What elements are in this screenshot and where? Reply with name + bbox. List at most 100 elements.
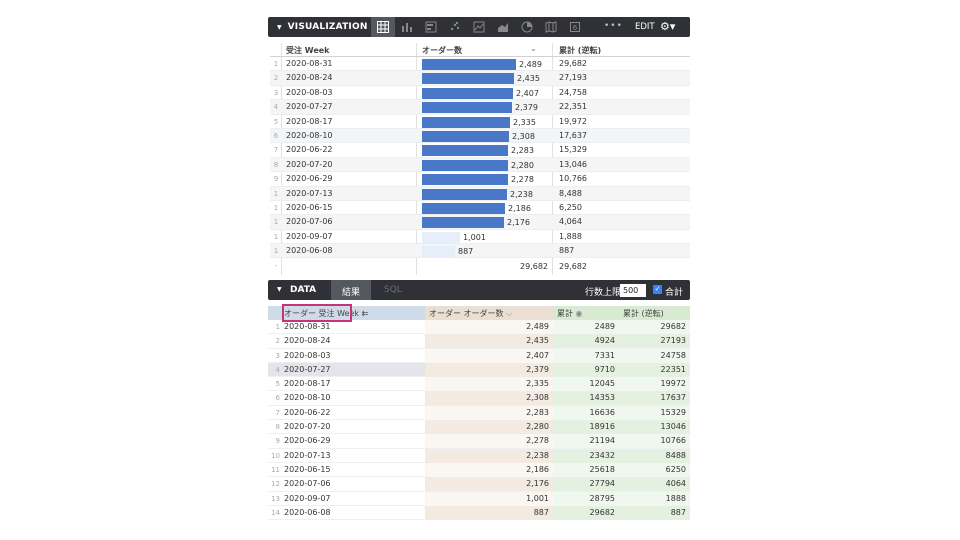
row-index: 1 [273, 218, 279, 227]
cell-cumulative: 8,488 [559, 188, 582, 198]
order-bar [422, 59, 516, 70]
tab-sql[interactable]: SQL [384, 285, 402, 295]
header-orders[interactable]: オーダー数 [422, 46, 462, 55]
cell-cumulative: 4924 [594, 336, 615, 346]
cell-reverse: 19972 [660, 379, 686, 389]
bar-label: 2,278 [511, 175, 534, 185]
table-row[interactable]: 11 2020-06-15 2,186 25618 6250 [268, 462, 690, 478]
cell-date: 2020-06-29 [284, 436, 331, 446]
table-row[interactable]: 10 2020-07-13 2,238 23432 8488 [268, 448, 690, 463]
table-row: 4 2020-07-27 2,379 22,351 [270, 100, 690, 115]
cell-date: 2020-07-06 [286, 217, 333, 227]
cell-reverse: 8488 [665, 450, 686, 460]
single-value-icon[interactable]: 6 [563, 17, 587, 37]
row-index: 1 [275, 323, 280, 331]
row-index: 6 [275, 394, 280, 403]
row-index: 14 [271, 508, 280, 517]
bar-label: 2,489 [519, 60, 542, 69]
table-row[interactable]: 14 2020-06-08 887 29682 887 [268, 505, 690, 521]
column-chart-icon[interactable] [395, 17, 419, 37]
gear-icon[interactable]: ⚙▾ [660, 20, 676, 33]
header-date-label: オーダー 受注 Week [284, 309, 360, 318]
row-index: 2 [275, 337, 280, 346]
row-index: 8 [275, 423, 280, 432]
chevron-down-icon[interactable]: ⌄ [530, 44, 537, 53]
row-index: 13 [271, 494, 280, 503]
table-row[interactable]: 12 2020-07-06 2,176 27794 4064 [268, 477, 690, 492]
eye-icon[interactable]: ◉ [575, 309, 583, 318]
row-index: 1 [273, 60, 279, 68]
bar-label: 2,379 [515, 103, 538, 113]
order-bar [422, 73, 514, 85]
cell-cumulative: 7331 [594, 350, 615, 360]
table-row[interactable]: 7 2020-06-22 2,283 16636 15329 [268, 405, 690, 421]
more-icon[interactable]: ••• [604, 21, 623, 31]
cell-date: 2020-06-15 [284, 464, 331, 474]
cell-cumulative: 22,351 [559, 102, 587, 112]
table-row[interactable]: 3 2020-08-03 2,407 7331 24758 [268, 348, 690, 363]
row-limit-input[interactable] [620, 284, 646, 297]
visualization-title: VISUALIZATION [287, 22, 368, 32]
header-date-dimension[interactable]: オーダー 受注 Week ⇇ [268, 306, 425, 320]
header-cumulative-calc[interactable]: 累計 ◉ [553, 306, 619, 320]
header-orders-measure[interactable]: オーダー オーダー数 ⌵ [425, 306, 553, 320]
cell-reverse: 10766 [660, 436, 686, 446]
cell-cumulative: 19,972 [559, 116, 587, 126]
chevron-down-icon[interactable]: ⌵ [506, 309, 513, 318]
table-row[interactable]: 9 2020-06-29 2,278 21194 10766 [268, 434, 690, 449]
table-row[interactable]: 8 2020-07-20 2,280 18916 13046 [268, 420, 690, 435]
cell-reverse: 1888 [665, 493, 686, 503]
table-row: 8 2020-07-20 2,280 13,046 [270, 157, 690, 173]
cell-cumulative: 24,758 [559, 87, 587, 97]
header-cumulative[interactable]: 累計 (逆転) [559, 46, 602, 55]
cell-date: 2020-08-31 [286, 59, 333, 68]
bar-label: 2,238 [510, 189, 533, 199]
cell-date: 2020-06-22 [286, 145, 333, 155]
edit-button[interactable]: EDIT [635, 22, 655, 32]
bar-label: 887 [458, 247, 474, 257]
map-icon[interactable] [539, 17, 563, 37]
order-bar [422, 246, 455, 258]
scatter-icon[interactable] [443, 17, 467, 37]
cell-reverse: 17637 [660, 393, 686, 403]
cell-reverse: 27193 [660, 336, 686, 346]
sort-icon[interactable]: ⇇ [361, 309, 369, 318]
totals-checkbox[interactable]: ✓ [653, 285, 662, 294]
collapse-caret-icon[interactable]: ▼ [277, 286, 282, 293]
order-bar [422, 188, 507, 200]
cell-date: 2020-06-29 [286, 174, 333, 184]
table-row[interactable]: 6 2020-08-10 2,308 14353 17637 [268, 391, 690, 406]
cell-cumulative: 887 [559, 246, 575, 256]
table-row: 6 2020-08-10 2,308 17,637 [270, 128, 690, 144]
row-index: 1 [273, 203, 279, 212]
cell-date: 2020-07-06 [284, 479, 331, 489]
data-toolbar: ▼ DATA 結果 SQL 行数上限 ✓ 合計 [268, 280, 690, 300]
row-index: 5 [275, 380, 280, 389]
cell-orders: 2,238 [526, 450, 549, 460]
table-row[interactable]: 4 2020-07-27 2,379 9710 22351 [268, 362, 690, 378]
cell-cumulative: 16636 [589, 407, 615, 417]
table-row[interactable]: 5 2020-08-17 2,335 12045 19972 [268, 377, 690, 392]
header-reverse-calc[interactable]: 累計 (逆転) [619, 306, 690, 320]
cell-reverse: 13046 [660, 422, 686, 432]
pie-chart-icon[interactable] [515, 17, 539, 37]
table-row[interactable]: 2 2020-08-24 2,435 4924 27193 [268, 334, 690, 349]
tab-results[interactable]: 結果 [331, 280, 371, 300]
cell-date: 2020-08-31 [284, 322, 331, 331]
cell-reverse: 29682 [660, 322, 686, 331]
table-row[interactable]: 1 2020-08-31 2,489 2489 29682 [268, 320, 690, 335]
line-chart-icon[interactable] [467, 17, 491, 37]
table-row: 3 2020-08-03 2,407 24,758 [270, 86, 690, 101]
visualization-table: 受注 Week オーダー数 ⌄ 累計 (逆転) 1 2020-08-31 2,489… [270, 43, 690, 274]
table-icon[interactable] [371, 17, 395, 37]
collapse-caret-icon[interactable]: ▼ [277, 23, 282, 31]
cell-date: 2020-07-20 [286, 159, 333, 169]
bar-chart-icon[interactable] [419, 17, 443, 37]
row-index: 10 [271, 451, 280, 460]
row-index: 1 [273, 232, 279, 241]
totals-orders: 29,682 [520, 262, 548, 272]
table-row[interactable]: 13 2020-09-07 1,001 28795 1888 [268, 491, 690, 506]
area-chart-icon[interactable] [491, 17, 515, 37]
header-date[interactable]: 受注 Week [286, 46, 330, 55]
cell-cumulative: 29682 [589, 507, 615, 517]
